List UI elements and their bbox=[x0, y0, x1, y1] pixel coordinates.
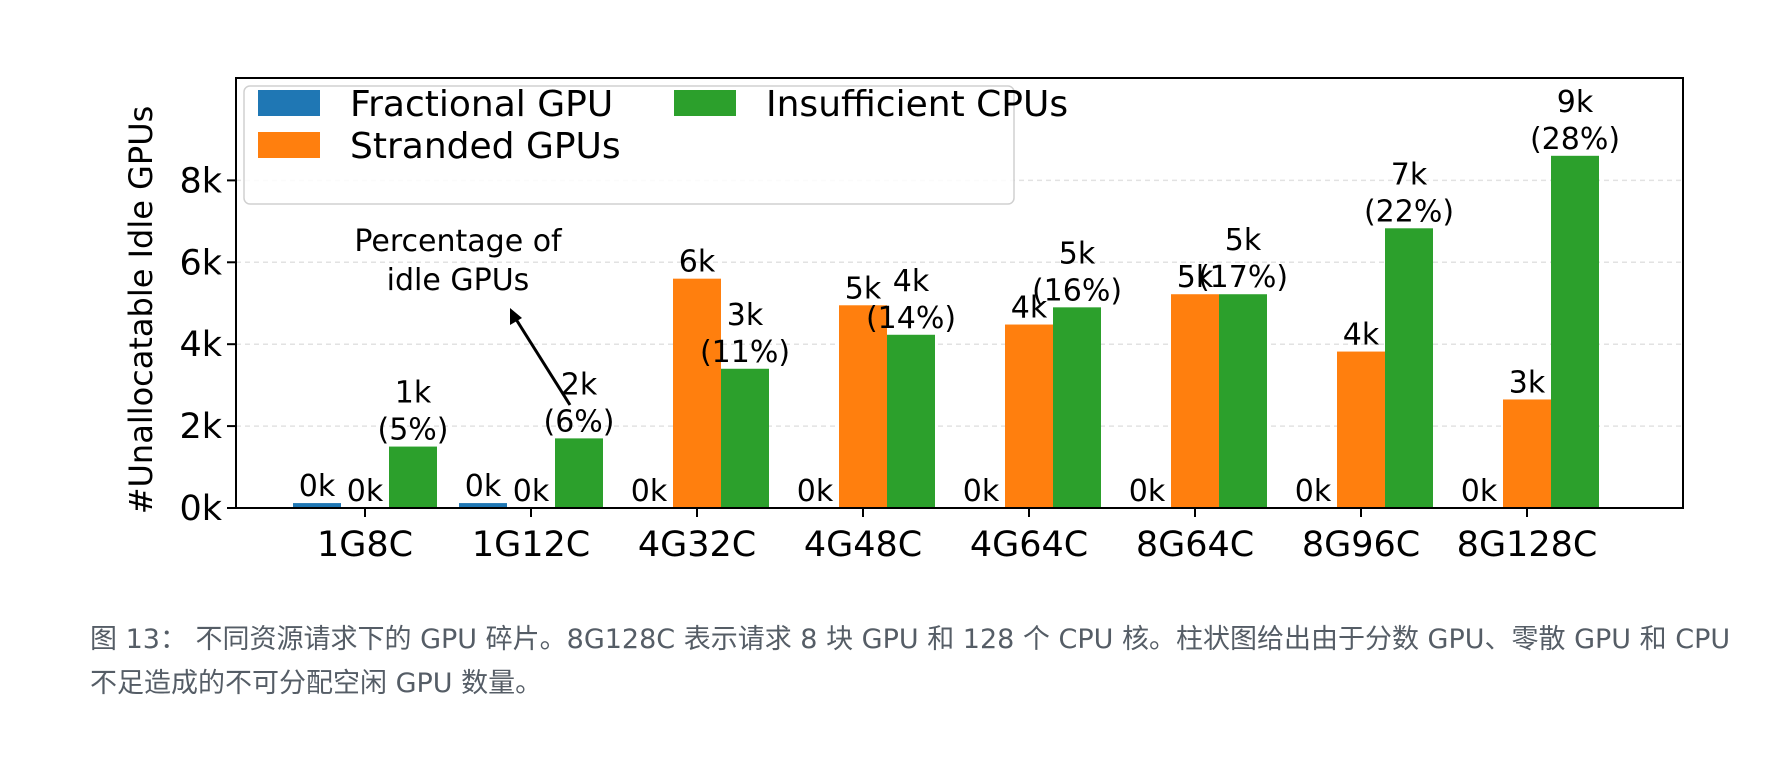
bar-value-label: 5k bbox=[1059, 236, 1096, 271]
legend-label: Insufficient CPUs bbox=[766, 84, 1068, 125]
bar-percent-label: (14%) bbox=[866, 301, 956, 336]
bar-insufficient-cpus bbox=[389, 446, 437, 508]
x-tick-label: 4G48C bbox=[804, 525, 922, 565]
bar-value-label: 0k bbox=[631, 474, 668, 509]
figure-caption: 图 13： 不同资源请求下的 GPU 碎片。8G128C 表示请求 8 块 GP… bbox=[90, 624, 1731, 699]
y-tick-label: 6k bbox=[179, 243, 222, 283]
bar-stranded-gpus bbox=[1005, 324, 1053, 508]
annotation-text-line2: idle GPUs bbox=[387, 263, 530, 298]
plot-frame bbox=[235, 77, 1684, 509]
bar-percent-label: (6%) bbox=[543, 404, 614, 439]
legend-swatch bbox=[258, 132, 320, 158]
annotation-arrow-head bbox=[510, 308, 522, 325]
grid-lines bbox=[236, 179, 1683, 427]
bar-value-label: 5k bbox=[845, 271, 882, 306]
bar-value-label: 4k bbox=[1011, 291, 1048, 326]
bar-value-label: 5k bbox=[1225, 223, 1262, 258]
legend-swatch bbox=[674, 90, 736, 116]
x-tick-label: 4G64C bbox=[970, 525, 1088, 565]
bar-percent-label: (16%) bbox=[1032, 273, 1122, 308]
bar-insufficient-cpus bbox=[1551, 155, 1599, 509]
bar-stranded-gpus bbox=[1337, 351, 1385, 508]
annotation-text-line1: Percentage of bbox=[354, 224, 563, 259]
bar-value-label: 9k bbox=[1557, 85, 1594, 120]
bar-value-label: 0k bbox=[1461, 474, 1498, 509]
bar-stranded-gpus bbox=[839, 305, 887, 508]
bar-insufficient-cpus bbox=[1219, 294, 1267, 508]
y-tick-label: 0k bbox=[179, 489, 222, 529]
bar-insufficient-cpus bbox=[887, 334, 935, 508]
x-tick-label: 8G96C bbox=[1302, 525, 1420, 565]
bar-value-label: 0k bbox=[513, 474, 550, 509]
bar-insufficient-cpus bbox=[555, 438, 603, 508]
x-tick-label: 8G64C bbox=[1136, 525, 1254, 565]
x-tick-label: 1G12C bbox=[472, 525, 590, 565]
annotation: Percentage of idle GPUs bbox=[354, 224, 572, 406]
bar-stranded-gpus bbox=[1171, 294, 1219, 508]
bar-insufficient-cpus bbox=[721, 368, 769, 508]
bar-value-label: 0k bbox=[1295, 474, 1332, 509]
y-axis-label: #Unallocatable Idle GPUs bbox=[122, 106, 160, 515]
legend-swatch bbox=[258, 90, 320, 116]
bar-value-label: 5k bbox=[1177, 260, 1214, 295]
y-tick-label: 8k bbox=[179, 161, 222, 201]
legend-label: Fractional GPU bbox=[350, 84, 613, 125]
bar-value-label: 3k bbox=[727, 298, 764, 333]
bar-value-label: 0k bbox=[797, 474, 834, 509]
x-tick-label: 1G8C bbox=[317, 525, 413, 565]
bar-stranded-gpus bbox=[1503, 399, 1551, 508]
bar-value-label: 0k bbox=[465, 469, 502, 504]
bar-value-label: 7k bbox=[1391, 157, 1428, 192]
bar-percent-label: (22%) bbox=[1364, 194, 1454, 229]
bar-fractional-gpu bbox=[293, 503, 341, 508]
annotation-arrow bbox=[512, 315, 572, 406]
bar-percent-label: (17%) bbox=[1198, 260, 1288, 295]
bar-percent-label: (28%) bbox=[1530, 122, 1620, 157]
y-tick-label: 4k bbox=[179, 325, 222, 365]
legend-box bbox=[243, 85, 1015, 205]
bar-percent-label: (11%) bbox=[700, 335, 790, 370]
bar-insufficient-cpus bbox=[1053, 307, 1101, 508]
bar-value-label: 0k bbox=[1129, 474, 1166, 509]
bar-value-label: 3k bbox=[1509, 365, 1546, 400]
bar-value-label: 0k bbox=[299, 469, 336, 504]
bars bbox=[293, 155, 1599, 509]
bar-insufficient-cpus bbox=[1385, 228, 1433, 509]
y-tick-label: 2k bbox=[179, 407, 222, 447]
x-tick-label: 8G128C bbox=[1457, 525, 1598, 565]
bar-value-label: 1k bbox=[395, 376, 432, 411]
bar-stranded-gpus bbox=[673, 278, 721, 508]
bar-value-label: 6k bbox=[679, 245, 716, 280]
legend-label: Stranded GPUs bbox=[350, 126, 621, 167]
bar-percent-label: (5%) bbox=[377, 413, 448, 448]
axes: 0k 2k 4k 6k 8k 1G8C 1G12C 4G32C 4G48C 4G64C 8G64C 8… bbox=[179, 77, 1684, 565]
x-tick-label: 4G32C bbox=[638, 525, 756, 565]
bar-value-label: 4k bbox=[1343, 318, 1380, 353]
bar-chart: 0k 0k 0k 0k 0k 0k 0k 0k 0k 0k 6k 5k 4k 5k 4k 3k (5%)1k (6… bbox=[122, 77, 1684, 565]
bar-value-label: 2k bbox=[561, 367, 598, 402]
bar-value-label: 0k bbox=[347, 474, 384, 509]
bar-value-label: 0k bbox=[963, 474, 1000, 509]
bar-value-label: 4k bbox=[893, 264, 930, 299]
bar-labels: 0k 0k 0k 0k 0k 0k 0k 0k 0k 0k 6k 5k 4k 5k 4k 3k (5%)1k (6… bbox=[299, 85, 1620, 509]
bar-fractional-gpu bbox=[459, 503, 507, 508]
